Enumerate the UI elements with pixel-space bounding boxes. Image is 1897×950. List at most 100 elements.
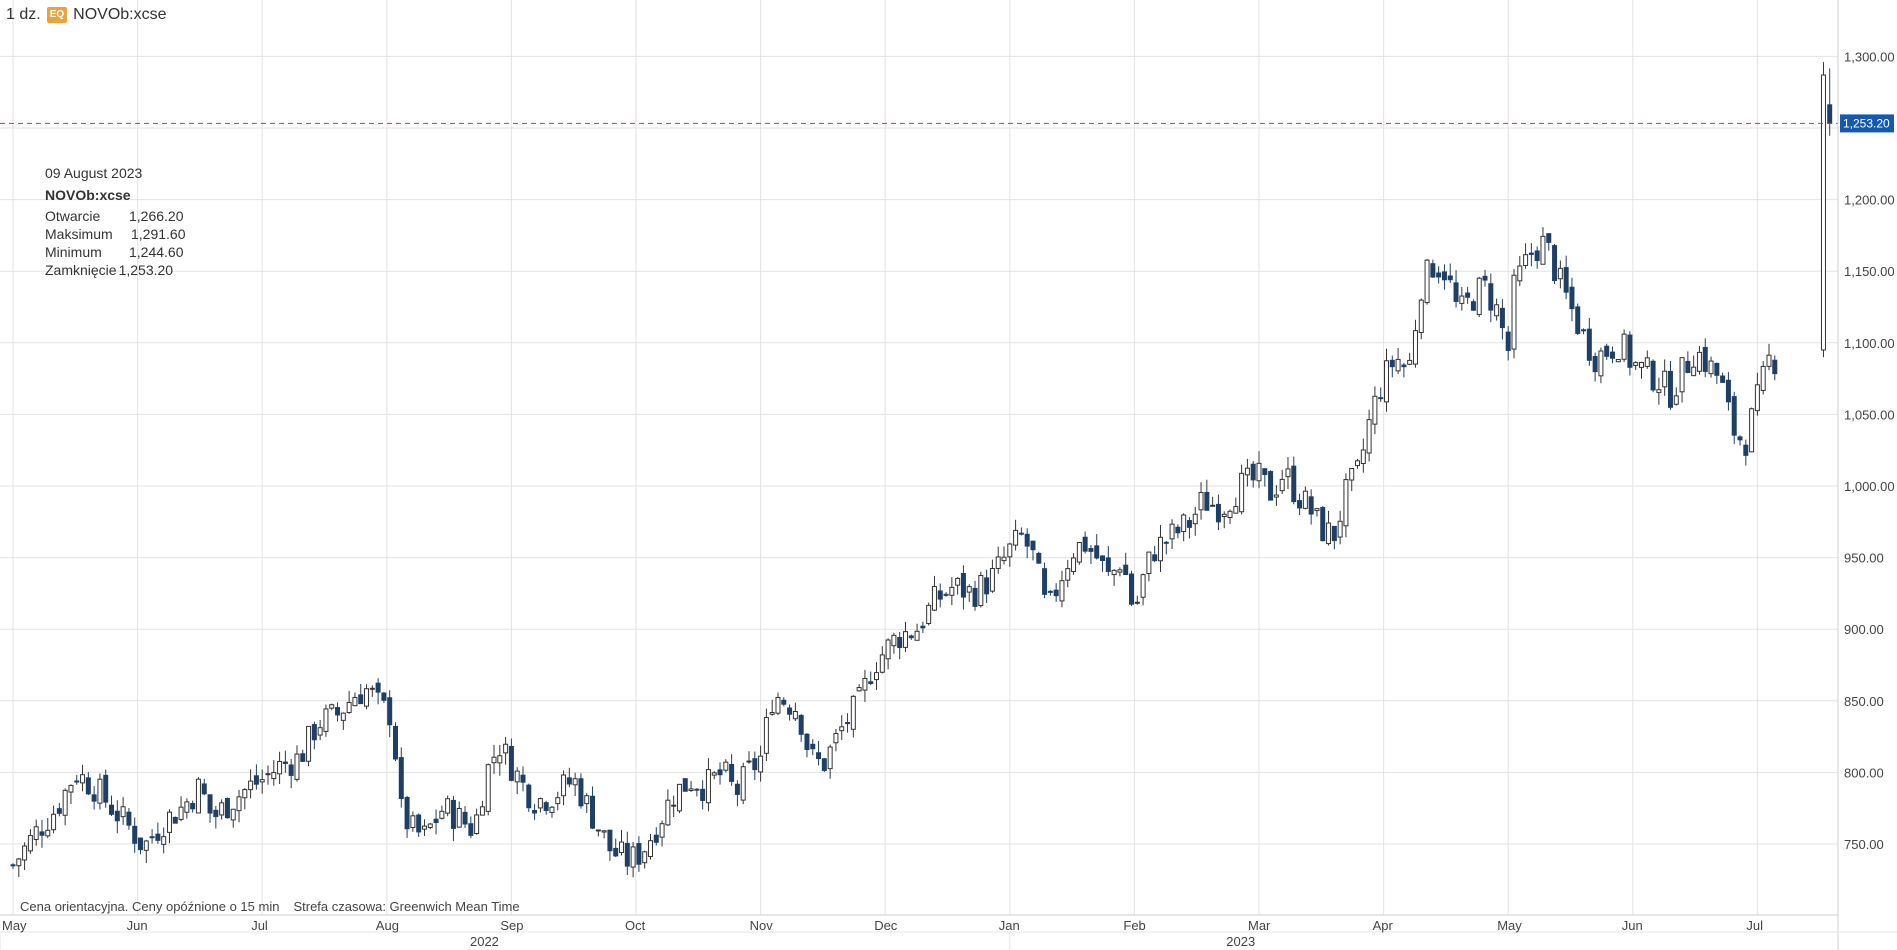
candle[interactable] — [335, 702, 341, 722]
candle[interactable] — [323, 704, 329, 737]
candle[interactable] — [584, 793, 590, 813]
candle[interactable] — [392, 722, 398, 762]
candle[interactable] — [647, 834, 653, 860]
candle[interactable] — [1569, 277, 1575, 322]
candle[interactable] — [1407, 352, 1413, 366]
candle[interactable] — [1233, 497, 1239, 514]
candle[interactable] — [1013, 519, 1019, 551]
candle[interactable] — [1523, 243, 1529, 269]
candle[interactable] — [891, 632, 897, 654]
candle[interactable] — [1314, 507, 1320, 517]
candle[interactable] — [1395, 347, 1401, 374]
candle[interactable] — [1586, 317, 1592, 366]
candle[interactable] — [311, 721, 317, 750]
candle[interactable] — [1320, 506, 1326, 542]
candle[interactable] — [375, 678, 381, 705]
candle[interactable] — [1436, 266, 1442, 284]
candle[interactable] — [1441, 264, 1447, 290]
candle[interactable] — [885, 638, 891, 670]
candle[interactable] — [1708, 356, 1714, 378]
candle[interactable] — [1679, 357, 1685, 403]
candle[interactable] — [711, 771, 717, 780]
candle[interactable] — [1760, 361, 1766, 395]
candle[interactable] — [763, 708, 769, 761]
candle[interactable] — [1650, 359, 1656, 393]
candle[interactable] — [68, 784, 74, 804]
candle[interactable] — [508, 738, 514, 782]
candle[interactable] — [624, 831, 630, 876]
candle[interactable] — [1337, 510, 1343, 545]
candle[interactable] — [161, 827, 167, 854]
candle[interactable] — [1685, 351, 1691, 374]
candle[interactable] — [346, 690, 352, 714]
candle[interactable] — [143, 839, 149, 864]
candle[interactable] — [300, 749, 306, 762]
candle[interactable] — [207, 794, 213, 823]
candle[interactable] — [931, 575, 937, 612]
candle[interactable] — [462, 806, 468, 828]
candle[interactable] — [1563, 255, 1569, 300]
candle[interactable] — [723, 759, 729, 773]
candle[interactable] — [242, 788, 248, 810]
candle[interactable] — [682, 778, 688, 792]
candle[interactable] — [381, 691, 387, 704]
candle[interactable] — [850, 695, 856, 738]
candle[interactable] — [1696, 346, 1702, 375]
candle[interactable] — [219, 799, 225, 820]
candle[interactable] — [16, 857, 22, 878]
candle[interactable] — [1453, 270, 1459, 308]
candle[interactable] — [908, 634, 914, 640]
candle[interactable] — [109, 795, 115, 816]
candle[interactable] — [514, 767, 520, 795]
candle[interactable] — [1198, 482, 1204, 520]
candle[interactable] — [1088, 545, 1094, 565]
candle[interactable] — [503, 736, 509, 765]
candle[interactable] — [387, 690, 393, 738]
candle[interactable] — [781, 697, 787, 707]
candle[interactable] — [659, 820, 665, 847]
candle[interactable] — [253, 764, 259, 790]
candle[interactable] — [1030, 540, 1036, 561]
candle[interactable] — [1662, 359, 1668, 396]
candle[interactable] — [1459, 287, 1465, 311]
candle[interactable] — [1163, 540, 1169, 555]
candle[interactable] — [1737, 435, 1743, 446]
candle[interactable] — [306, 725, 312, 767]
candle[interactable] — [665, 789, 671, 827]
candle[interactable] — [195, 777, 201, 814]
candle[interactable] — [1552, 244, 1558, 284]
candle[interactable] — [56, 802, 62, 817]
candle[interactable] — [972, 580, 978, 611]
candle[interactable] — [485, 763, 491, 816]
candle[interactable] — [1140, 573, 1146, 606]
candle[interactable] — [1018, 527, 1024, 536]
candle[interactable] — [1117, 567, 1123, 577]
candle[interactable] — [1366, 409, 1372, 462]
candle[interactable] — [798, 714, 804, 742]
candle[interactable] — [555, 791, 561, 811]
candle[interactable] — [120, 797, 126, 825]
candle[interactable] — [80, 764, 86, 792]
candle[interactable] — [561, 770, 567, 806]
candle[interactable] — [1820, 62, 1826, 358]
candle[interactable] — [1691, 355, 1697, 377]
candle[interactable] — [1546, 233, 1552, 251]
candle[interactable] — [468, 816, 474, 839]
candle[interactable] — [1076, 542, 1082, 565]
candle[interactable] — [1227, 509, 1233, 525]
candle[interactable] — [1401, 362, 1407, 378]
candle[interactable] — [926, 602, 932, 626]
candle[interactable] — [526, 783, 532, 812]
candle[interactable] — [1326, 510, 1332, 546]
candle[interactable] — [1001, 546, 1007, 565]
candle[interactable] — [213, 805, 219, 829]
candle[interactable] — [364, 684, 370, 710]
candle[interactable] — [787, 704, 793, 721]
candle[interactable] — [10, 863, 16, 869]
candle[interactable] — [1389, 355, 1395, 378]
candle[interactable] — [497, 744, 503, 776]
candle[interactable] — [1505, 326, 1511, 361]
candle[interactable] — [201, 778, 207, 796]
candle[interactable] — [862, 669, 868, 702]
